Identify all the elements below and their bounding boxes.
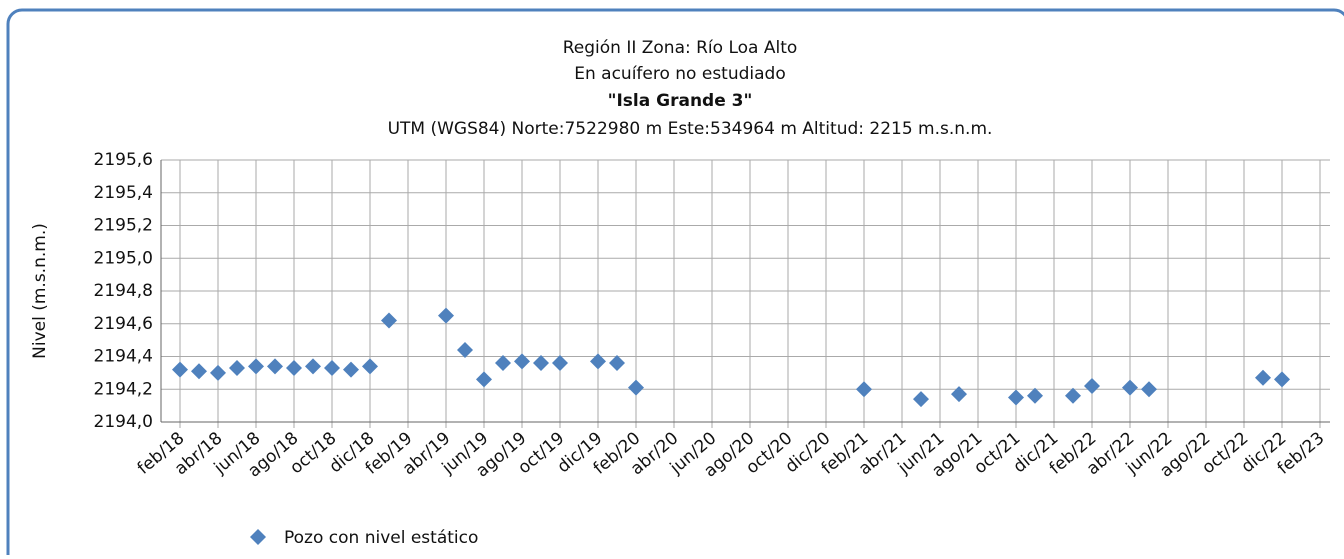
point <box>609 355 625 372</box>
point <box>172 361 188 378</box>
point <box>229 359 245 376</box>
y-tick-label: 2194,4 <box>94 347 153 367</box>
point <box>1065 387 1081 404</box>
point <box>590 353 606 370</box>
point <box>381 312 397 329</box>
point <box>191 363 207 380</box>
point <box>248 358 264 375</box>
point <box>305 358 321 375</box>
point <box>514 353 530 370</box>
point <box>1008 389 1024 406</box>
point <box>495 355 511 372</box>
point <box>1141 381 1157 398</box>
point <box>476 371 492 388</box>
y-tick-label: 2194,0 <box>94 412 153 432</box>
chart-title: Región II Zona: Río Loa Alto <box>563 38 798 58</box>
point <box>343 361 359 378</box>
point <box>1084 377 1100 394</box>
chart-subtitle: En acuífero no estudiado <box>574 64 786 84</box>
point <box>324 359 340 376</box>
point <box>267 358 283 375</box>
y-tick-label: 2195,4 <box>94 183 153 203</box>
point <box>438 307 454 324</box>
point <box>1122 379 1138 396</box>
y-axis-label: Nivel (m.s.n.m.) <box>30 223 50 359</box>
legend-marker <box>250 529 266 545</box>
point <box>286 359 302 376</box>
point <box>1255 369 1271 386</box>
point <box>533 355 549 372</box>
location: UTM (WGS84) Norte:7522980 m Este:534964 … <box>388 119 993 139</box>
point <box>951 386 967 403</box>
legend-label: Pozo con nivel estático <box>284 528 478 548</box>
point <box>210 364 226 381</box>
point <box>913 391 929 408</box>
y-tick-label: 2195,0 <box>94 248 153 268</box>
point <box>856 381 872 398</box>
y-tick-label: 2194,8 <box>94 281 153 301</box>
y-tick-label: 2194,6 <box>94 314 153 334</box>
point <box>1274 371 1290 388</box>
y-tick-label: 2195,6 <box>94 150 153 170</box>
point <box>457 341 473 358</box>
point <box>628 379 644 396</box>
point <box>552 355 568 372</box>
y-tick-label: 2195,2 <box>94 216 153 236</box>
y-tick-label: 2194,2 <box>94 379 153 399</box>
well-name: "Isla Grande 3" <box>608 91 753 111</box>
point <box>362 358 378 375</box>
point <box>1027 387 1043 404</box>
